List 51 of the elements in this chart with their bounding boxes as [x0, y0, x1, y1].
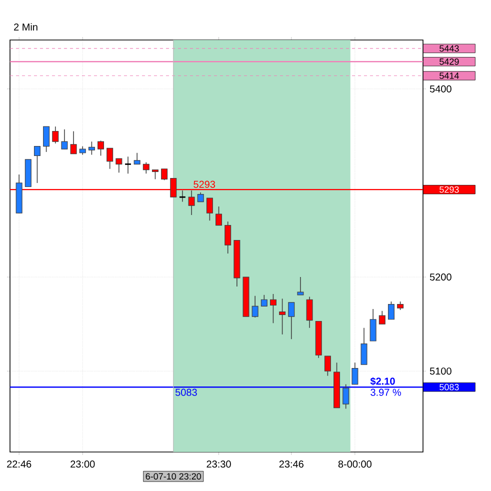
candlestick: [360, 327, 368, 365]
y-tick-label: 5200: [430, 274, 452, 281]
candlestick: [34, 146, 40, 184]
candlestick: [216, 206, 222, 226]
candlestick: [324, 356, 331, 376]
candlestick: [124, 156, 132, 174]
x-tick-label: 8-00:00: [338, 460, 372, 468]
annotation: 5083: [175, 388, 197, 396]
candlestick: [306, 296, 313, 328]
y-tick-label: 5400: [430, 85, 452, 92]
candlestick: [352, 362, 358, 385]
ref-line-label: 6-07-10 23:20: [146, 473, 202, 480]
candlestick: [161, 168, 168, 181]
candlestick: [106, 148, 114, 170]
candlestick: [43, 126, 50, 152]
candlestick: [98, 140, 104, 156]
candlestick: [178, 190, 186, 202]
annotation: 5293: [194, 180, 216, 188]
candlestick: [134, 152, 140, 165]
chart-title: 2 Min: [14, 23, 38, 30]
candlestick: [288, 302, 295, 340]
ref-line-label: 5429: [440, 58, 459, 65]
ref-line-label: 5414: [440, 72, 459, 79]
candlestick: [270, 294, 276, 324]
x-tick-label: 22:46: [7, 460, 32, 468]
candlestick: [152, 169, 158, 180]
ref-line-label: 5443: [440, 45, 459, 52]
candlestick: [61, 128, 68, 150]
candlestick: [279, 298, 286, 335]
candlestick: [197, 192, 204, 202]
ref-line-label: 5083: [440, 384, 459, 390]
ref-line-label: 5293: [440, 186, 459, 193]
candlestick: [70, 130, 77, 154]
candlestick: [388, 301, 394, 320]
x-tick-label: 23:00: [70, 460, 95, 468]
candlestick: [142, 162, 150, 174]
candlestick: [116, 158, 122, 174]
candlestick: [52, 126, 59, 144]
candlestick: [260, 294, 268, 307]
x-tick-label: 23:30: [206, 460, 231, 468]
annotation: 3.97 %: [370, 388, 402, 396]
candlestick: [378, 310, 386, 324]
candlestick: [224, 221, 232, 254]
candlestick: [370, 308, 376, 342]
candlestick: [88, 141, 95, 156]
candlestick: [342, 384, 350, 410]
y-tick-label: 5100: [430, 368, 452, 375]
candlestick: [206, 198, 213, 221]
annotation: $2.10: [370, 377, 395, 386]
candlestick: [252, 295, 258, 318]
x-tick-label: 23:46: [279, 460, 304, 468]
